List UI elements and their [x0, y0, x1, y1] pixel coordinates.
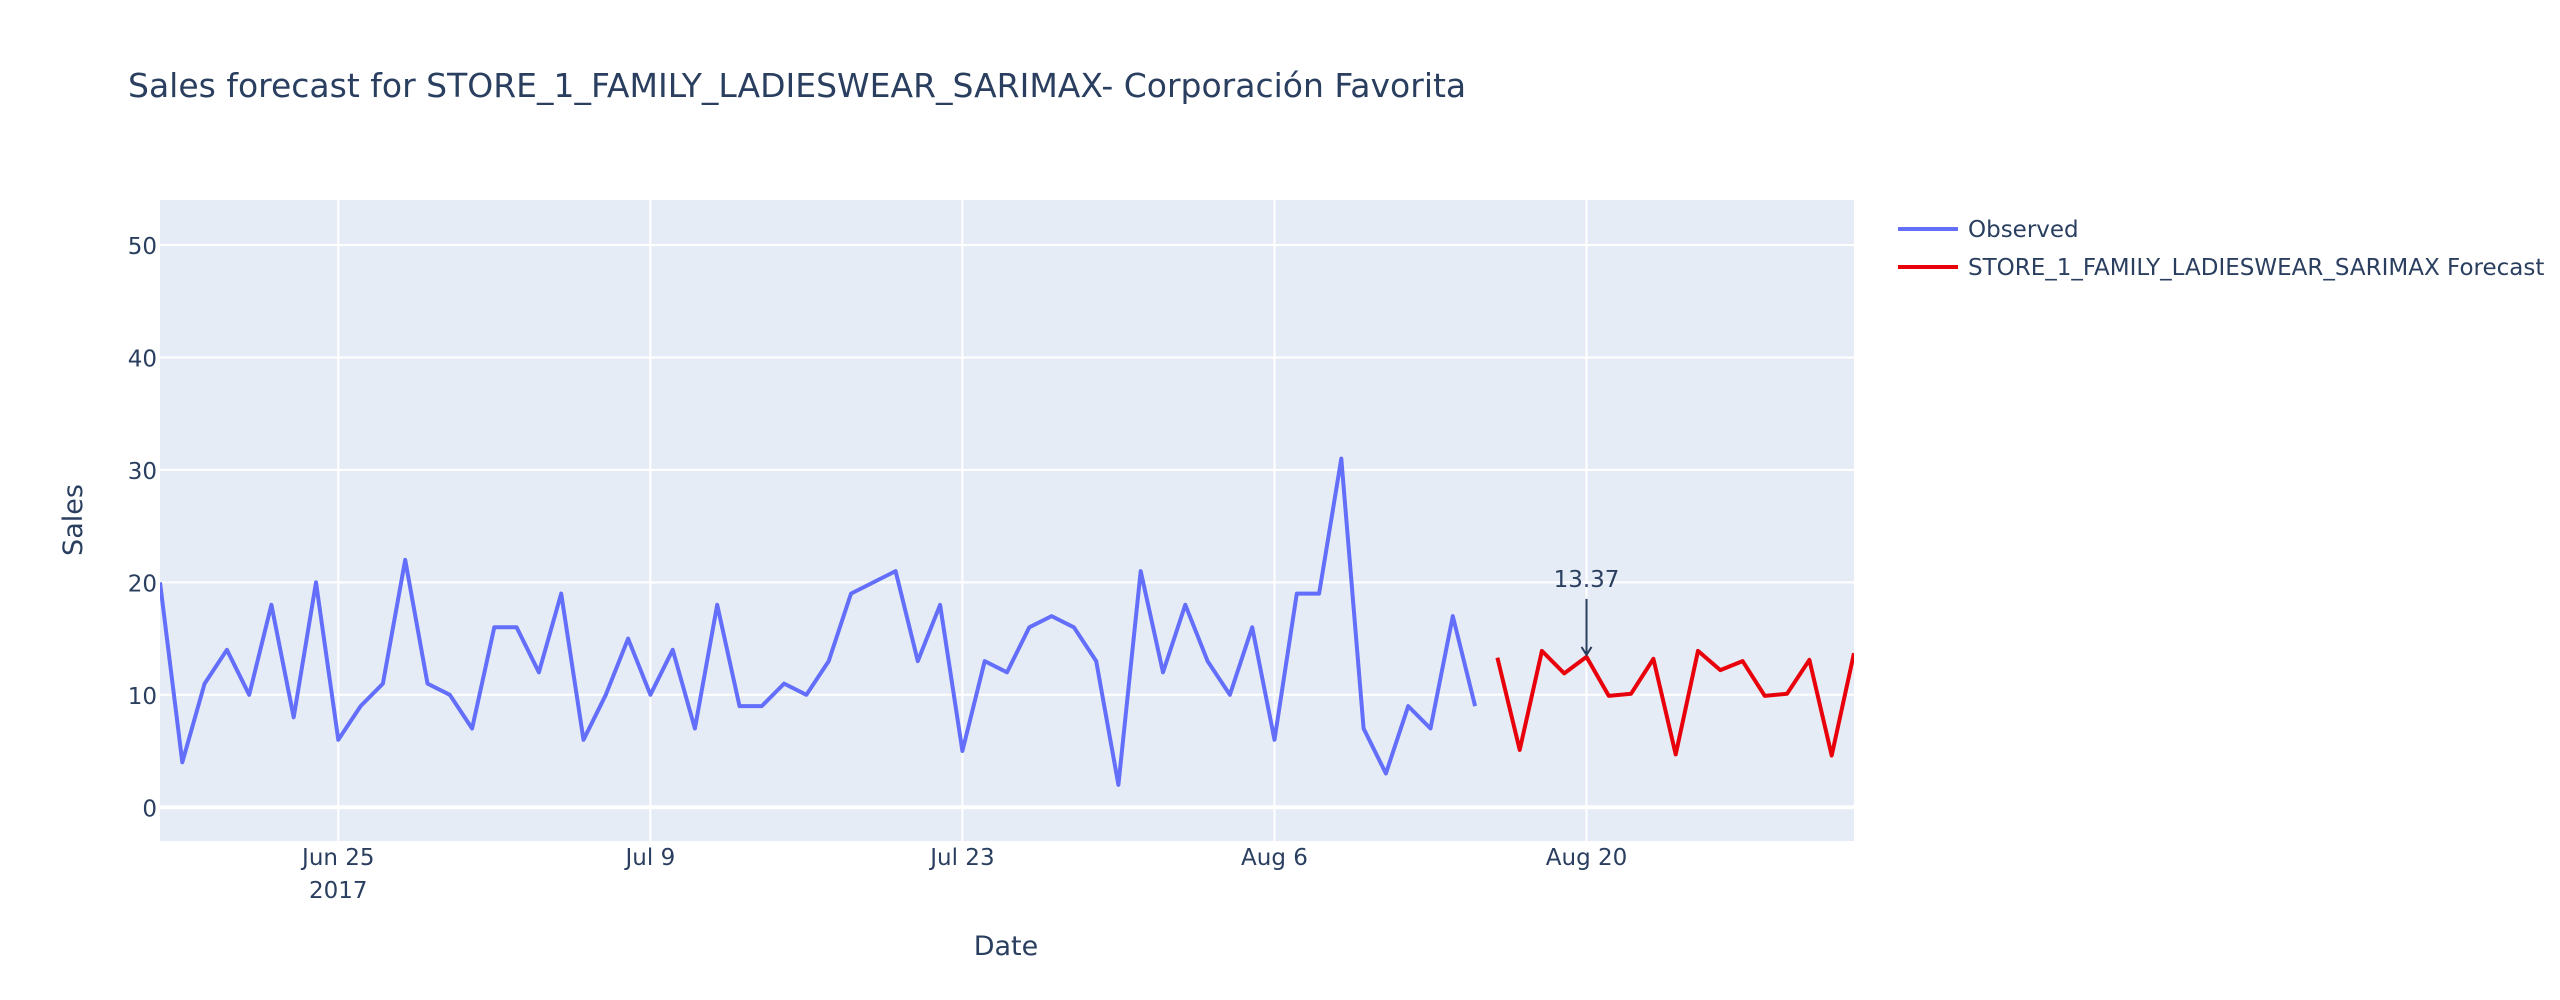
annotation-label: 13.37: [1554, 567, 1620, 593]
legend-item-1[interactable]: STORE_1_FAMILY_LADIESWEAR_SARIMAX Foreca…: [1898, 255, 2544, 281]
annotation-layer: 13.37: [1554, 567, 1620, 657]
y-tick-label: 20: [128, 571, 157, 597]
x-tick-sublabel: 2017: [309, 878, 368, 904]
legend-label: STORE_1_FAMILY_LADIESWEAR_SARIMAX Foreca…: [1968, 255, 2544, 281]
y-tick-label: 10: [128, 684, 157, 710]
annotation-arrowhead: [1580, 646, 1593, 657]
series-line-0: [160, 456, 1478, 787]
x-tick-label: Jul 23: [928, 845, 994, 871]
gridlines: [160, 200, 1854, 841]
y-axis-label: Sales: [58, 484, 89, 556]
y-tick-label: 30: [128, 459, 157, 485]
x-tick-label: Jul 9: [624, 845, 676, 871]
x-axis-ticks: Jun 25 2017 Jul 9 Jul 23 Aug 6 Aug 20: [300, 845, 1627, 904]
series-layer: [160, 456, 1854, 787]
y-tick-label: 0: [142, 796, 157, 822]
x-tick-label: Jun 25: [300, 845, 375, 871]
legend-item-0[interactable]: Observed: [1898, 217, 2079, 243]
plot-background: [160, 200, 1854, 841]
chart-title: Sales forecast for STORE_1_FAMILY_LADIES…: [128, 66, 1466, 105]
y-tick-label: 40: [128, 346, 157, 372]
legend: Observed STORE_1_FAMILY_LADIESWEAR_SARIMA…: [1898, 217, 2544, 281]
y-tick-label: 50: [128, 234, 157, 260]
x-tick-label: Aug 6: [1241, 845, 1308, 871]
plot-area: 13.37: [160, 200, 1854, 841]
x-tick-label: Aug 20: [1546, 845, 1628, 871]
legend-label: Observed: [1968, 217, 2079, 243]
x-axis-label: Date: [974, 931, 1039, 962]
series-line-1: [1495, 648, 1854, 758]
y-axis-ticks: 0 10 20 30 40 50: [128, 234, 157, 822]
